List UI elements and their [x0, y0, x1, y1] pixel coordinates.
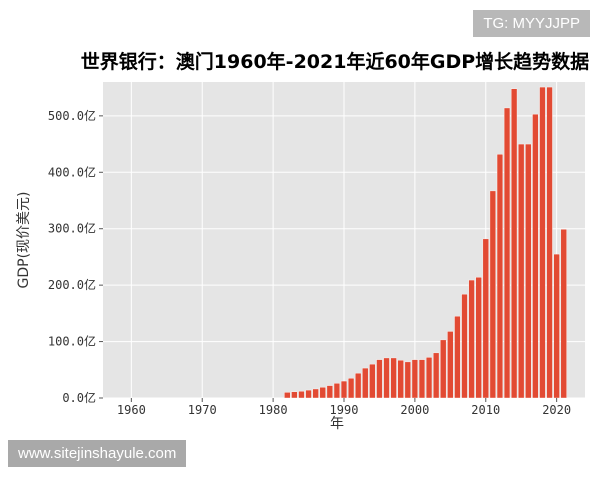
bar-2000	[411, 359, 418, 399]
x-tick-label: 2020	[542, 403, 571, 417]
bar-1994	[369, 363, 376, 399]
bar-1987	[319, 387, 326, 399]
bar-2007	[461, 293, 468, 399]
bar-2021	[560, 229, 567, 399]
y-tick-label: 100.0亿	[48, 334, 96, 349]
y-tick-label: 400.0亿	[48, 164, 96, 179]
bar-2019	[546, 86, 553, 399]
bar-2013	[503, 107, 511, 399]
bar-2003	[433, 352, 440, 399]
bar-1997	[390, 357, 397, 399]
bar-2012	[496, 154, 504, 399]
bar-1991	[347, 378, 355, 399]
bar-1986	[312, 388, 319, 399]
y-axis-ticks: 0.0亿 100.0亿 200.0亿 300.0亿 400.0亿 500.0亿	[48, 108, 103, 405]
y-tick-label: 200.0亿	[48, 277, 96, 292]
bar-2017	[532, 113, 539, 399]
x-tick-label: 1990	[330, 403, 359, 417]
watermark-site: www.sitejinshayule.com	[8, 440, 187, 467]
bar-1996	[383, 357, 390, 399]
x-tick-label: 2000	[400, 403, 429, 417]
bar-2020	[553, 253, 560, 399]
watermark-tag: TG: MYYJJPP	[473, 10, 590, 37]
bar-1990	[340, 380, 348, 399]
bar-2001	[418, 359, 426, 399]
bar-2005	[447, 331, 454, 399]
bar-2006	[454, 315, 461, 399]
chart-title: 世界银行：澳门1960年-2021年近60年GDP增长趋势数据	[81, 50, 589, 73]
bar-1985	[305, 389, 312, 399]
bar-2009	[475, 277, 482, 399]
bar-2015	[518, 143, 525, 399]
x-tick-label: 1980	[259, 403, 288, 417]
bar-1989	[333, 383, 341, 399]
x-tick-label: 1970	[188, 403, 217, 417]
bar-1982	[284, 392, 291, 399]
bar-1992	[355, 372, 362, 399]
x-tick-label: 2010	[471, 403, 500, 417]
bars-group	[284, 86, 567, 399]
x-axis-ticks: 1960 1970 1980 1990 2000 2010 2020	[117, 398, 571, 417]
bar-1984	[298, 391, 305, 399]
x-axis-label: 年	[330, 416, 344, 432]
bar-2002	[425, 357, 433, 399]
y-axis-label: GDP(现价美元)	[16, 192, 32, 289]
bar-2010	[482, 238, 489, 399]
x-tick-label: 1960	[117, 403, 146, 417]
bar-1983	[291, 391, 298, 399]
bar-2018	[539, 86, 546, 399]
bar-2004	[440, 339, 447, 399]
y-tick-label: 300.0亿	[48, 221, 96, 236]
bar-1988	[326, 385, 333, 399]
bar-1995	[376, 359, 383, 399]
bar-2008	[468, 279, 475, 399]
y-tick-label: 0.0亿	[62, 390, 96, 405]
bar-1993	[362, 367, 369, 399]
bar-2016	[525, 143, 532, 399]
bar-1999	[404, 361, 411, 399]
bar-1998	[397, 359, 404, 399]
bar-2014	[511, 88, 518, 399]
bar-2011	[489, 190, 496, 399]
y-tick-label: 500.0亿	[48, 108, 96, 123]
